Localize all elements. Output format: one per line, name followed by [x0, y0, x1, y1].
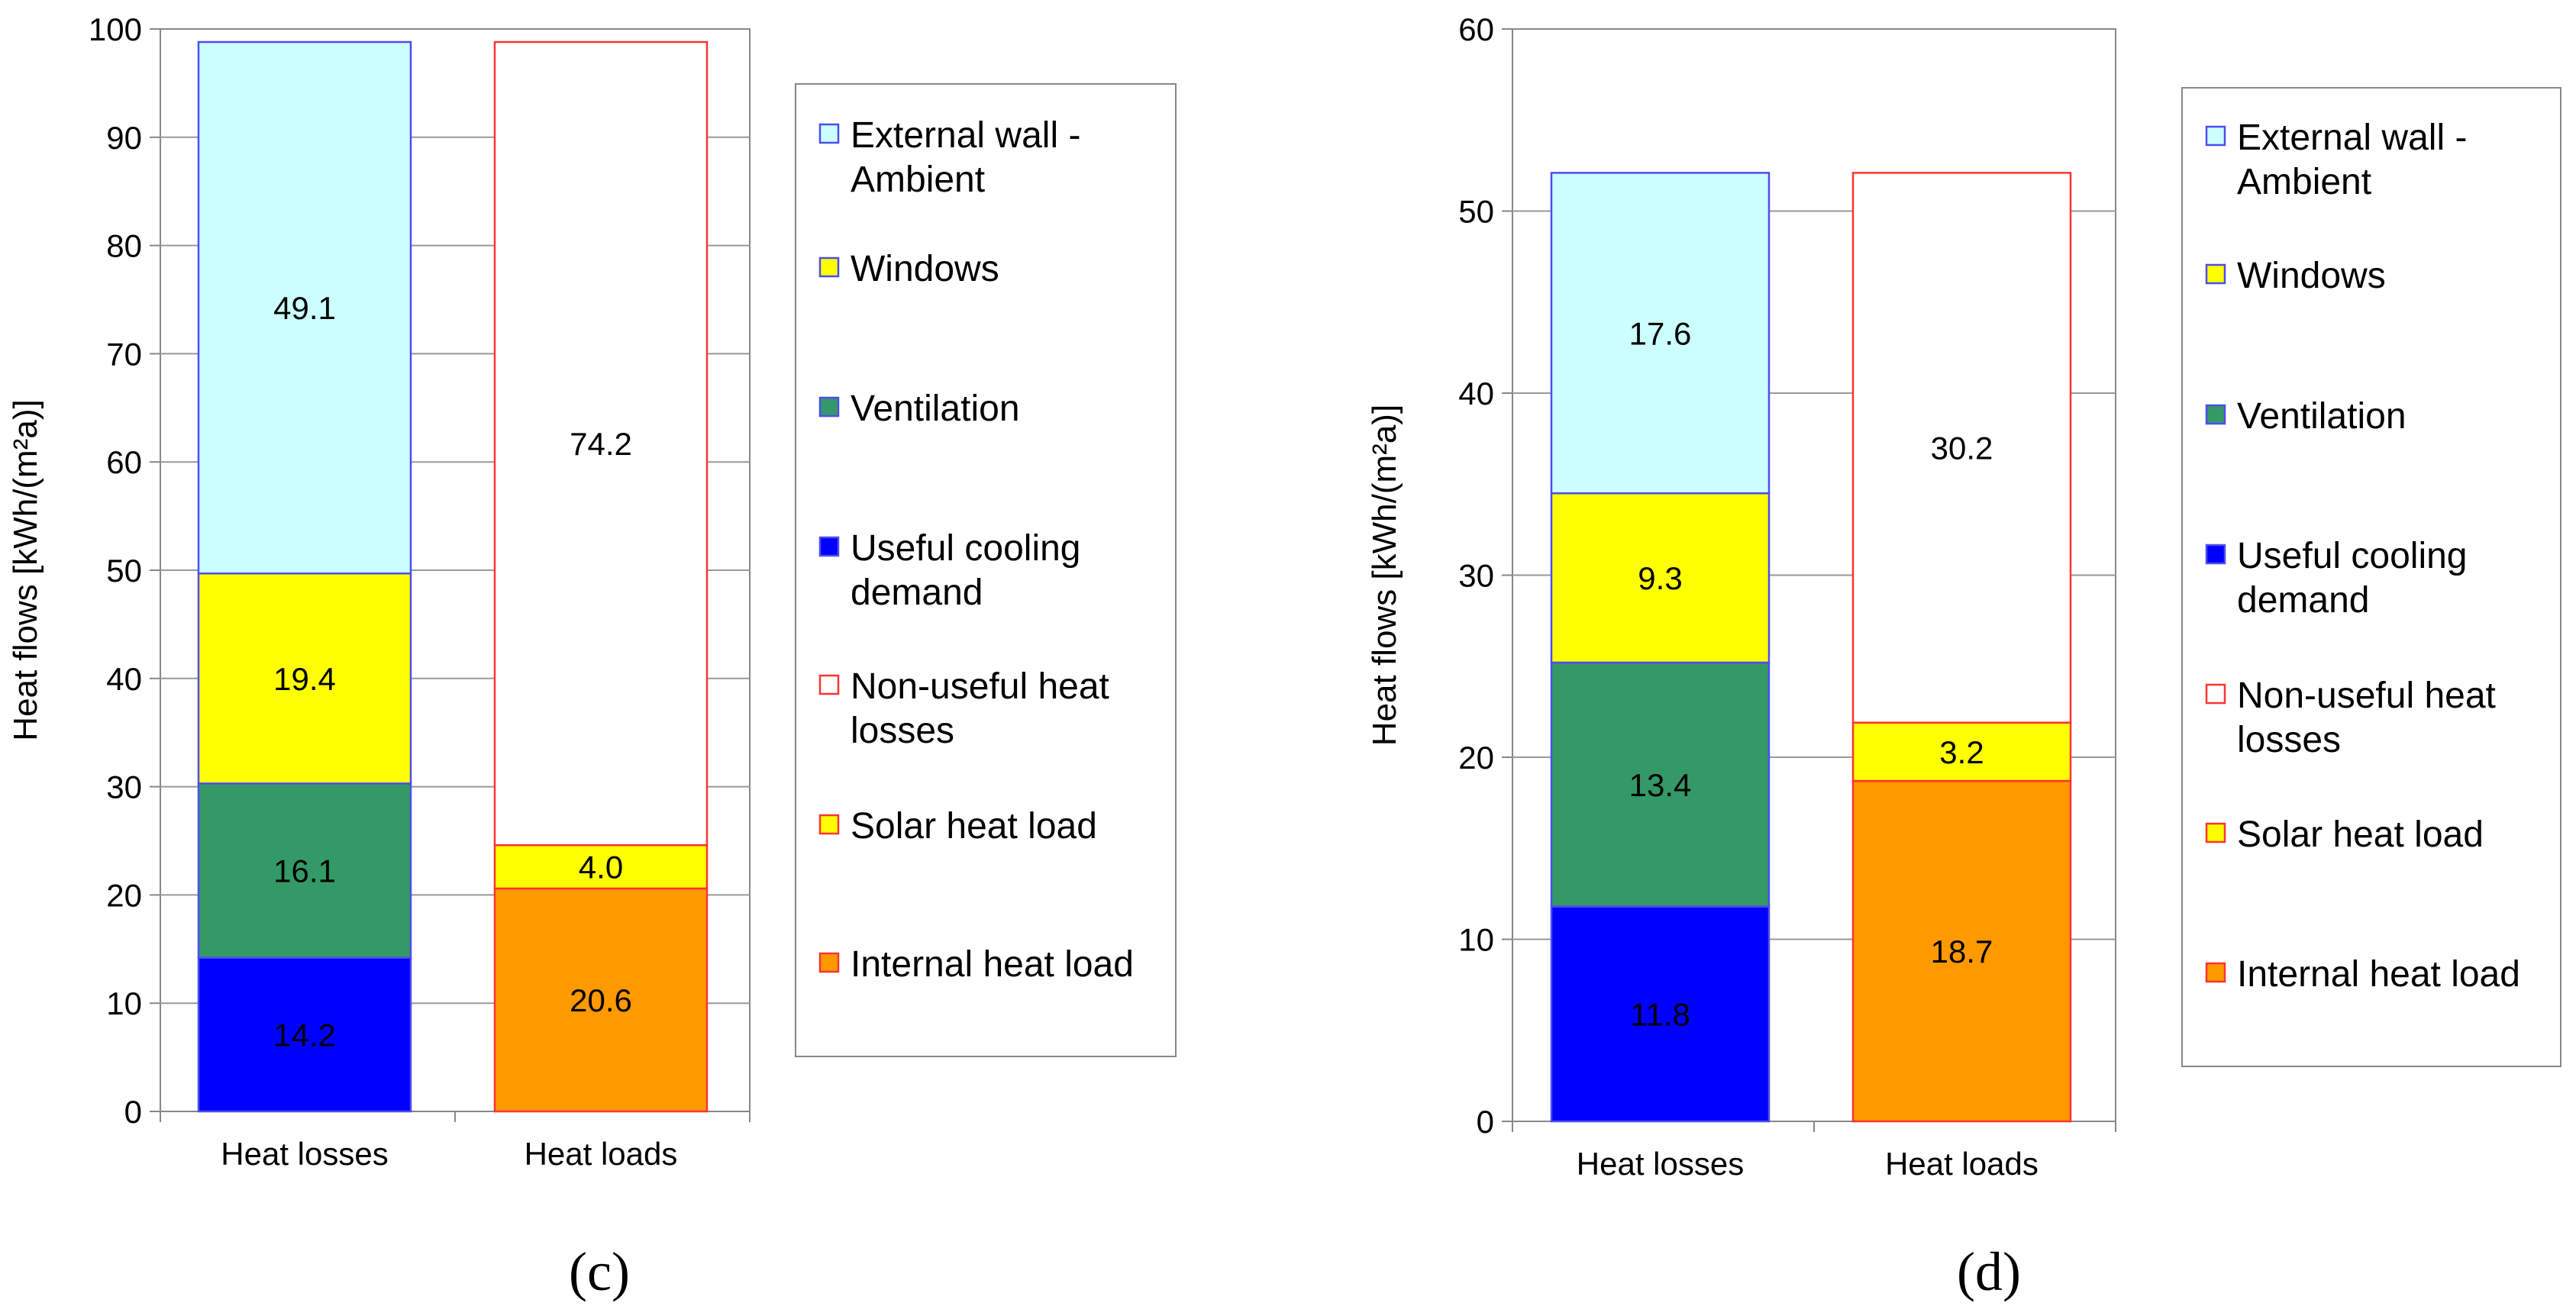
data-label-internal-heat-load: 20.6	[570, 982, 632, 1018]
legend-label-useful-cooling-demand: Useful cooling	[851, 528, 1081, 569]
x-category-label: Heat losses	[221, 1136, 388, 1172]
legend-box	[2181, 87, 2561, 1067]
legend-label-non-useful-heat-losses: losses	[851, 711, 954, 751]
legend-box	[795, 83, 1177, 1057]
legend-label-ventilation: Ventilation	[851, 389, 1020, 429]
legend-swatch-windows	[2205, 263, 2226, 285]
legend-swatch-internal-heat-load	[2205, 962, 2226, 983]
y-axis-label: Heat flows [kWh/(m²a)]	[7, 399, 44, 740]
bar-segment-non-useful-heat-losses	[493, 40, 709, 847]
legend-label-external-wall-ambient: External wall -	[2237, 118, 2467, 158]
data-label-non-useful-heat-losses: 74.2	[570, 426, 632, 462]
y-tick-label: 20	[106, 877, 142, 913]
legend-label-ventilation: Ventilation	[2237, 396, 2407, 437]
data-label-ventilation: 16.1	[273, 853, 336, 889]
bar-segment-external-wall-ambient	[197, 40, 412, 575]
data-label-useful-cooling-demand: 14.2	[273, 1017, 336, 1053]
legend-label-external-wall-ambient: Ambient	[851, 160, 985, 200]
legend-label-internal-heat-load: Internal heat load	[2237, 954, 2520, 995]
y-tick-label: 80	[106, 228, 142, 264]
bar-segment-non-useful-heat-losses	[1851, 172, 2072, 724]
y-tick-label: 100	[89, 11, 142, 47]
chart-d: 0 10 20 30 40 50 60 Heat flows [kWh/(m²a)] 11.8 1…	[1366, 11, 2561, 1302]
legend-label-non-useful-heat-losses: Non-useful heat	[2237, 676, 2496, 716]
bar-segment-windows	[1550, 492, 1771, 664]
legend-label-external-wall-ambient: Ambient	[2237, 162, 2371, 202]
bar-segment-ventilation	[197, 782, 412, 959]
panel-label: (d)	[1957, 1241, 2021, 1302]
y-tick-label: 10	[1458, 922, 1494, 958]
y-tick-label: 20	[1458, 740, 1494, 776]
y-tick-label: 0	[124, 1094, 142, 1130]
legend-label-internal-heat-load: Internal heat load	[851, 944, 1134, 985]
x-category-label: Heat loads	[525, 1136, 678, 1172]
bar-segment-ventilation	[1550, 661, 1771, 908]
legend-label-solar-heat-load: Solar heat load	[2237, 814, 2484, 855]
legend-swatch-solar-heat-load	[2205, 822, 2226, 843]
panel-label: (c)	[569, 1241, 630, 1302]
x-category-label: Heat loads	[1885, 1146, 2039, 1182]
data-label-windows: 9.3	[1638, 560, 1682, 596]
bar-segment-external-wall-ambient	[1550, 172, 1771, 495]
data-label-ventilation: 13.4	[1629, 767, 1692, 803]
x-category-label: Heat losses	[1577, 1146, 1744, 1182]
y-tick-label: 40	[106, 661, 142, 697]
bar-segment-useful-cooling-demand	[1550, 905, 1771, 1123]
y-axis-label: Heat flows [kWh/(m²a)]	[1366, 405, 1403, 746]
legend-swatch-external-wall-ambient	[818, 123, 840, 144]
legend-label-useful-cooling-demand: demand	[851, 573, 983, 613]
legend-swatch-ventilation	[818, 396, 840, 418]
y-tick-label: 50	[1458, 194, 1494, 230]
legend-swatch-ventilation	[2205, 404, 2226, 425]
data-label-solar-heat-load: 3.2	[1939, 734, 1984, 770]
legend-label-external-wall-ambient: External wall -	[851, 115, 1080, 156]
y-tick-label: 70	[106, 336, 142, 372]
data-label-external-wall-ambient: 49.1	[273, 290, 336, 326]
legend-swatch-non-useful-heat-losses	[818, 674, 840, 695]
y-tick-label: 0	[1477, 1104, 1494, 1140]
y-tick-label: 60	[106, 444, 142, 480]
bar-segment-useful-cooling-demand	[197, 956, 412, 1113]
legend-label-useful-cooling-demand: Useful cooling	[2237, 536, 2468, 576]
legend-label-useful-cooling-demand: demand	[2237, 580, 2369, 621]
y-tick-label: 50	[106, 553, 142, 589]
data-label-external-wall-ambient: 17.6	[1629, 315, 1692, 351]
y-tick-label: 90	[106, 120, 142, 156]
bar-segment-internal-heat-load	[493, 887, 709, 1113]
y-tick-label: 30	[1458, 558, 1494, 594]
data-label-windows: 19.4	[273, 661, 336, 697]
legend-label-non-useful-heat-losses: losses	[2237, 720, 2341, 760]
legend-label-windows: Windows	[851, 249, 999, 289]
legend-swatch-solar-heat-load	[818, 814, 840, 835]
y-tick-label: 60	[1458, 11, 1494, 47]
legend-swatch-external-wall-ambient	[2205, 125, 2226, 147]
legend-swatch-useful-cooling-demand	[2205, 543, 2226, 565]
legend-swatch-useful-cooling-demand	[818, 536, 840, 557]
data-label-internal-heat-load: 18.7	[1931, 934, 1993, 969]
y-tick-label: 10	[106, 985, 142, 1021]
data-label-non-useful-heat-losses: 30.2	[1931, 431, 1993, 466]
legend-label-solar-heat-load: Solar heat load	[851, 806, 1097, 847]
data-label-useful-cooling-demand: 11.8	[1630, 996, 1690, 1032]
legend-label-non-useful-heat-losses: Non-useful heat	[851, 666, 1109, 707]
bar-segment-internal-heat-load	[1851, 779, 2072, 1123]
legend-label-windows: Windows	[2237, 256, 2386, 296]
y-tick-label: 40	[1458, 376, 1494, 411]
data-label-solar-heat-load: 4.0	[579, 850, 623, 885]
y-tick-label: 30	[106, 769, 142, 805]
legend-swatch-internal-heat-load	[818, 952, 840, 973]
legend-swatch-non-useful-heat-losses	[2205, 683, 2226, 705]
legend-swatch-windows	[818, 256, 840, 278]
bar-segment-solar-heat-load	[1851, 721, 2072, 782]
chart-c: 0 10 20 30 40 50 60 70 80 90 100 Heat flows [kWh/(m…	[7, 11, 1177, 1302]
